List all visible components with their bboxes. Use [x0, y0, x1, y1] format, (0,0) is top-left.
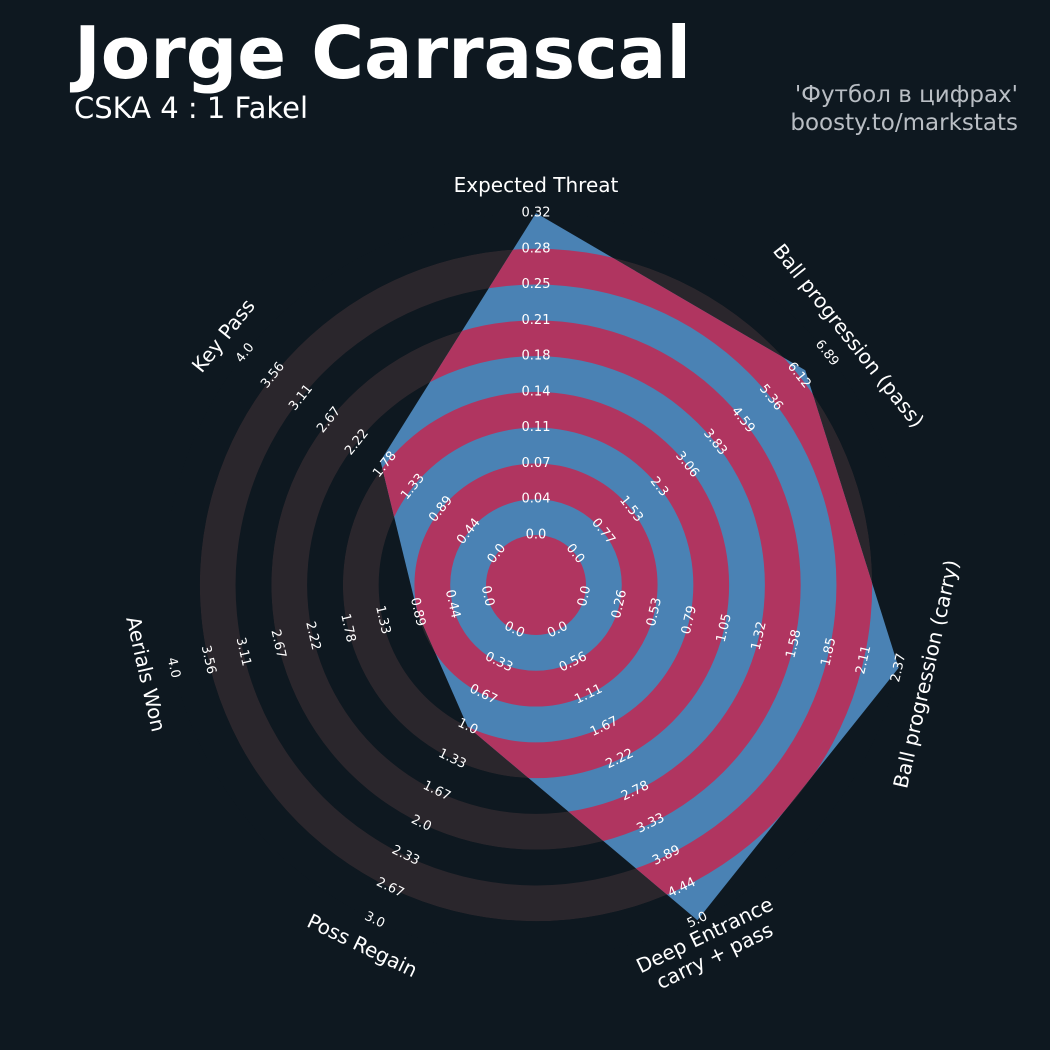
- tick-label: 3.11: [233, 636, 254, 668]
- tick-label: 0.11: [522, 420, 551, 435]
- highlight-core: [486, 535, 586, 635]
- tick-label: 0.21: [522, 313, 551, 328]
- credit-source: 'Футбол в цифрах': [794, 82, 1018, 108]
- tick-label: 0.25: [522, 277, 551, 292]
- tick-label: 0.07: [522, 456, 551, 471]
- tick-label: 0.89: [407, 596, 428, 628]
- tick-label: 2.37: [888, 652, 909, 684]
- axis-label: Aerials Won: [121, 614, 171, 734]
- tick-label: 1.85: [818, 636, 839, 668]
- tick-label: 2.67: [267, 628, 288, 660]
- tick-label: 0.28: [522, 241, 551, 256]
- tick-label: 0.26: [609, 588, 630, 620]
- tick-label: 2.11: [853, 644, 874, 676]
- player-polygon-highlight: [380, 248, 873, 921]
- match-score-subtitle: CSKA 4 : 1 Fakel: [74, 91, 308, 125]
- tick-label: 2.22: [302, 620, 323, 652]
- tick-label: 1.78: [337, 612, 358, 644]
- tick-label: 0.53: [644, 596, 665, 628]
- tick-label: 0.79: [679, 604, 700, 636]
- tick-label: 0.44: [442, 588, 463, 620]
- player-name-title: Jorge Carrascal: [74, 11, 692, 95]
- tick-label: 0.18: [522, 349, 551, 364]
- tick-label: 4.0: [164, 656, 183, 680]
- tick-label: 0.0: [478, 584, 497, 608]
- axis-label: Expected Threat: [454, 173, 619, 197]
- credit-url: boosty.to/markstats: [790, 110, 1018, 136]
- tick-label: 1.58: [783, 628, 804, 660]
- tick-label: 0.14: [522, 384, 551, 399]
- tick-label: 0.0: [575, 584, 594, 608]
- tick-label: 0.32: [522, 206, 551, 221]
- tick-label: 1.05: [714, 612, 735, 644]
- highlight-ring: [414, 463, 658, 707]
- axis-label-line: Aerials Won: [121, 614, 171, 734]
- tick-label: 1.33: [372, 604, 393, 636]
- tick-label: 1.32: [749, 620, 770, 652]
- tick-label: 0.04: [522, 492, 551, 507]
- tick-label: 3.56: [198, 644, 219, 676]
- axis-label-line: Expected Threat: [454, 173, 619, 197]
- tick-label: 0.0: [526, 528, 547, 543]
